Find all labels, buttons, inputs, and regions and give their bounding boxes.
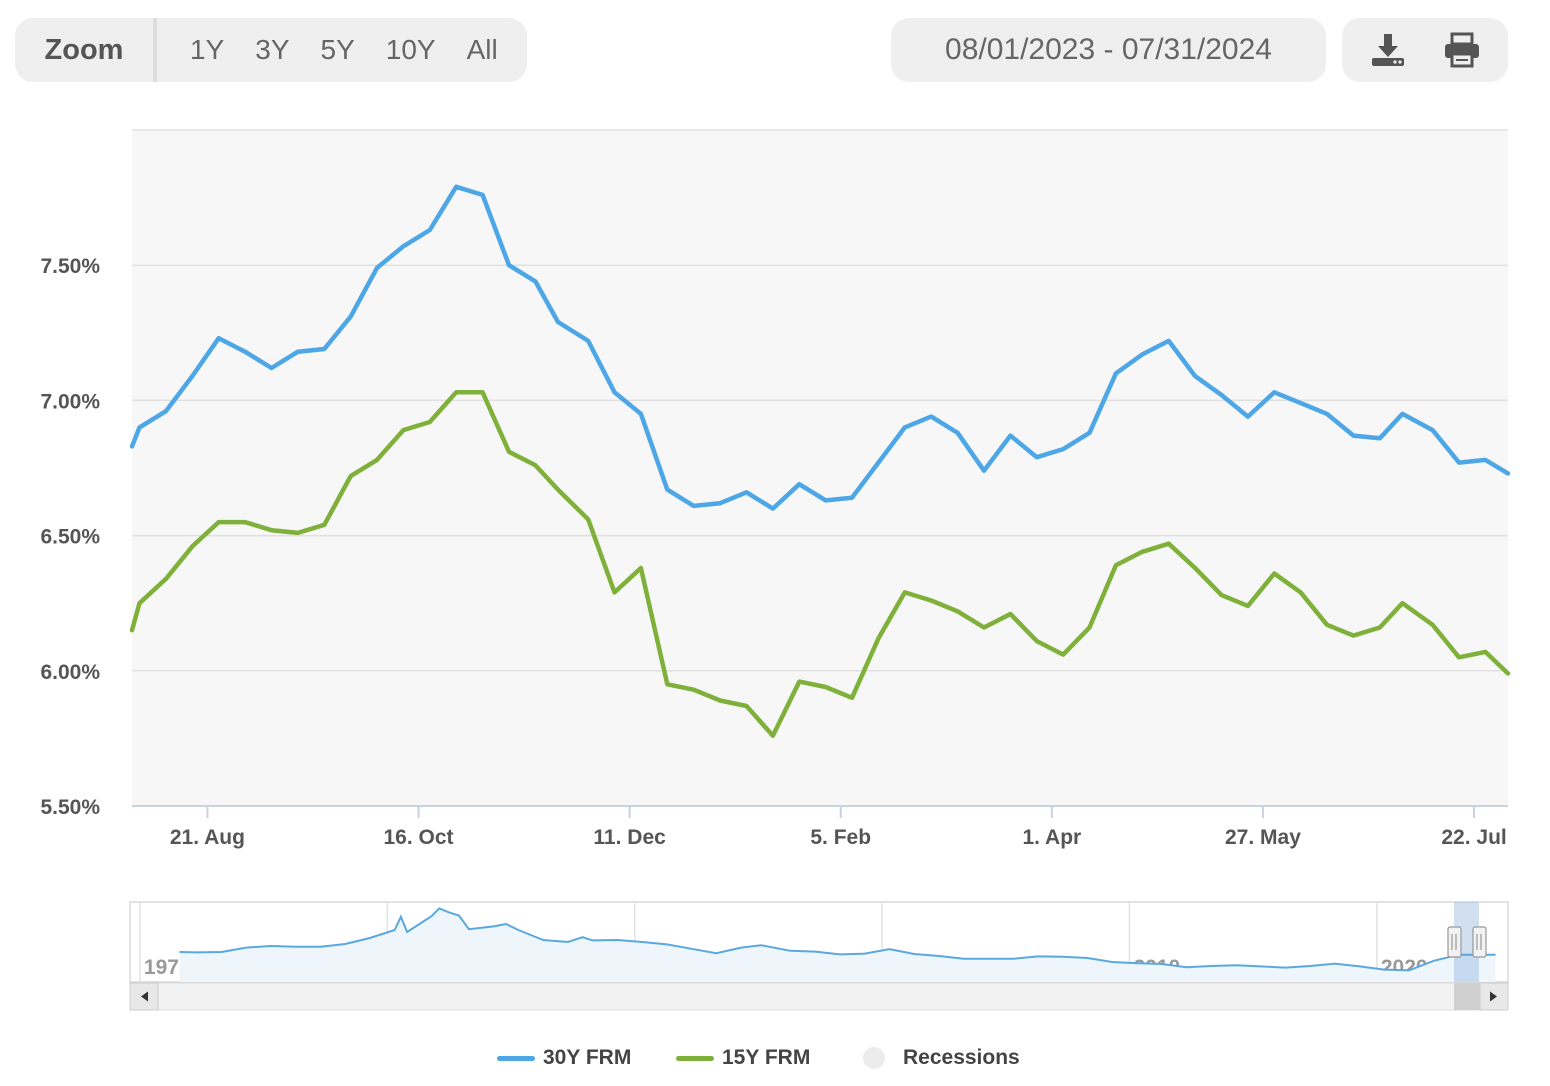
y-tick-label: 6.50% bbox=[40, 526, 100, 549]
legend-item-30y-frm[interactable]: 30Y FRM bbox=[497, 1040, 631, 1076]
navigator-scrollbar[interactable] bbox=[129, 982, 1509, 1011]
series-line bbox=[129, 184, 1511, 511]
x-tick-label: 11. Dec bbox=[593, 826, 666, 849]
navigator-year-label: 1970 bbox=[144, 956, 191, 979]
navigator-handle-right[interactable] bbox=[1472, 926, 1487, 958]
x-tick-label: 22. Jul bbox=[1441, 826, 1506, 849]
zoom-label: Zoom bbox=[15, 18, 157, 82]
scroll-left-button[interactable] bbox=[129, 982, 159, 1011]
x-tick-label: 16. Oct bbox=[383, 826, 453, 849]
handle-body bbox=[1472, 926, 1487, 958]
legend-swatch-15y bbox=[676, 1055, 714, 1061]
x-tick-label: 21. Aug bbox=[170, 826, 245, 849]
date-range-input[interactable]: 08/01/2023 - 07/31/2024 bbox=[891, 18, 1326, 82]
legend-item-recessions[interactable]: Recessions bbox=[863, 1040, 1020, 1076]
legend-label-15y: 15Y FRM bbox=[722, 1046, 811, 1069]
zoom-3y-button[interactable]: 3Y bbox=[255, 34, 290, 65]
zoom-1y-button[interactable]: 1Y bbox=[190, 34, 225, 65]
navigator-area bbox=[179, 908, 1496, 982]
mortgage-rate-chart: 5.50% 6.00% 6.50% 7.00% 7.50% 21. Aug 16. Oct 1… bbox=[40, 129, 1511, 1011]
print-icon[interactable] bbox=[1442, 32, 1482, 68]
export-tools bbox=[1342, 18, 1508, 82]
series-30y-frm bbox=[129, 184, 1511, 511]
navigator-handle-left[interactable] bbox=[1447, 926, 1462, 958]
download-icon[interactable] bbox=[1368, 32, 1408, 68]
scrollbar-thumb bbox=[1454, 983, 1480, 1010]
series-line bbox=[129, 390, 1511, 738]
x-tick-label: 27. May bbox=[1225, 826, 1301, 849]
navigator-line bbox=[179, 907, 1496, 972]
scroll-right-button[interactable] bbox=[1479, 982, 1509, 1011]
x-tick-label: 5. Feb bbox=[810, 826, 871, 849]
legend-swatch-recessions bbox=[863, 1047, 885, 1069]
series-15y-frm bbox=[129, 390, 1511, 738]
chevron-left-icon bbox=[141, 991, 148, 1002]
zoom-10y-button[interactable]: 10Y bbox=[385, 34, 436, 65]
handle-body bbox=[1447, 926, 1462, 958]
scrollbar-track bbox=[129, 982, 1509, 1011]
legend: 30Y FRM 15Y FRM Recessions bbox=[0, 1040, 1550, 1076]
y-tick-label: 7.00% bbox=[40, 390, 100, 413]
plot-background bbox=[132, 130, 1508, 806]
chevron-right-icon bbox=[1490, 991, 1497, 1002]
legend-swatch-30y bbox=[497, 1055, 535, 1061]
zoom-all-button[interactable]: All bbox=[466, 34, 498, 65]
legend-label-recessions: Recessions bbox=[903, 1046, 1020, 1069]
zoom-5y-button[interactable]: 5Y bbox=[320, 34, 355, 65]
y-tick-label: 5.50% bbox=[40, 796, 100, 819]
zoom-control: Zoom 1Y 3Y 5Y 10Y All bbox=[15, 18, 527, 82]
legend-item-15y-frm[interactable]: 15Y FRM bbox=[676, 1040, 810, 1076]
legend-label-30y: 30Y FRM bbox=[543, 1046, 632, 1069]
y-tick-label: 7.50% bbox=[40, 255, 100, 278]
y-tick-label: 6.00% bbox=[40, 661, 100, 684]
x-tick-label: 1. Apr bbox=[1022, 826, 1081, 849]
